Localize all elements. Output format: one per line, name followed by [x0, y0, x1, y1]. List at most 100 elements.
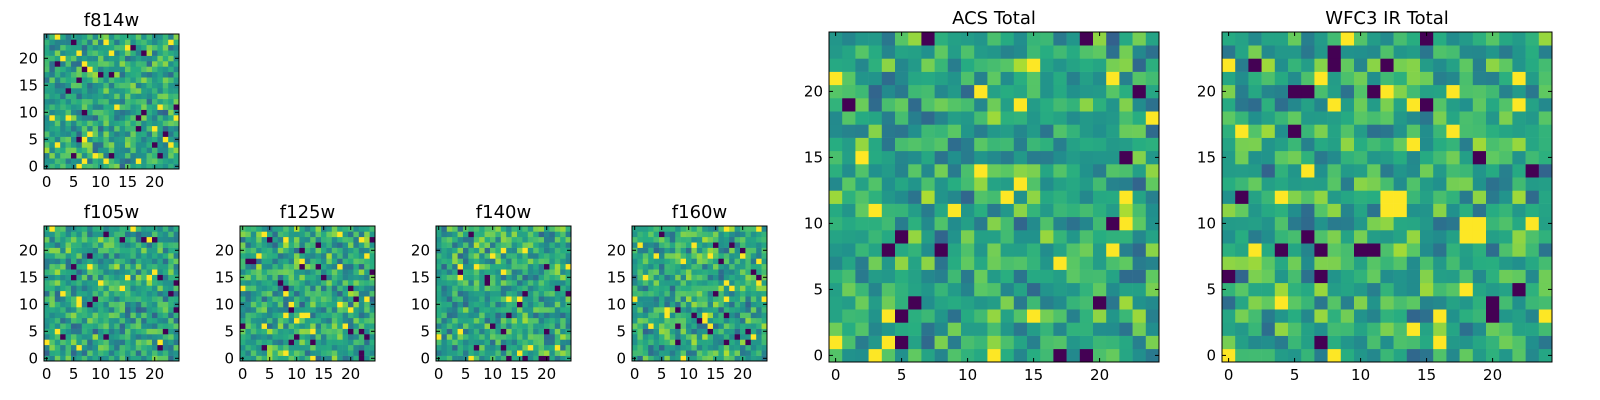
- heatmap-cell: [141, 317, 147, 324]
- heatmap-cell: [675, 290, 681, 297]
- heatmap-cell: [87, 344, 93, 351]
- heatmap-cell: [146, 104, 153, 110]
- heatmap-cell: [500, 323, 507, 329]
- heatmap-cell: [173, 77, 180, 83]
- heatmap-cell: [637, 334, 644, 340]
- heatmap-cell: [98, 98, 104, 105]
- heatmap-cell: [162, 269, 169, 275]
- heatmap-cell: [173, 34, 180, 40]
- heatmap-cell: [734, 350, 741, 356]
- heatmap-cell: [108, 301, 115, 308]
- x-tick-label: 10: [287, 365, 306, 383]
- heatmap-cell: [446, 296, 453, 302]
- heatmap-cell: [1027, 150, 1041, 165]
- heatmap-cell: [829, 296, 843, 310]
- heatmap-cell: [544, 258, 550, 265]
- heatmap-cell: [457, 339, 464, 346]
- heatmap-cell: [103, 152, 110, 159]
- heatmap-cell: [457, 269, 464, 275]
- heatmap-cell: [659, 350, 665, 356]
- heatmap-cell: [119, 39, 126, 46]
- heatmap-cell: [1027, 309, 1041, 323]
- heatmap-cell: [277, 290, 284, 297]
- heatmap-cell: [315, 339, 322, 346]
- heatmap-cell: [1538, 190, 1553, 204]
- heatmap-cell: [734, 263, 741, 270]
- heatmap-cell: [331, 296, 338, 302]
- heatmap-cell: [527, 350, 534, 356]
- heatmap-cell: [92, 104, 99, 110]
- heatmap-cell: [81, 285, 88, 292]
- heatmap-cell: [506, 312, 512, 319]
- heatmap-cell: [168, 120, 174, 127]
- heatmap-cell: [446, 323, 453, 329]
- heatmap-cell: [495, 269, 502, 275]
- heatmap-cell: [533, 247, 539, 254]
- heatmap-cell: [1538, 45, 1553, 59]
- heatmap-cell: [135, 263, 142, 270]
- heatmap-cell: [934, 203, 949, 218]
- heatmap-cell: [315, 344, 322, 351]
- heatmap-cell: [92, 339, 99, 346]
- heatmap-cell: [436, 344, 442, 351]
- heatmap-cell: [686, 258, 692, 265]
- heatmap-cell: [702, 339, 708, 346]
- heatmap-cell: [157, 136, 164, 143]
- heatmap-cell: [554, 231, 561, 238]
- heatmap-cell: [98, 142, 104, 148]
- heatmap-cell: [157, 125, 164, 132]
- heatmap-cell: [1486, 296, 1500, 310]
- heatmap-cell: [310, 274, 316, 281]
- heatmap-cell: [114, 285, 120, 292]
- heatmap-cell: [60, 296, 66, 302]
- heatmap-cell: [44, 242, 50, 248]
- heatmap-cell: [272, 236, 279, 243]
- heatmap-cell: [446, 339, 453, 346]
- heatmap-cell: [756, 328, 762, 335]
- heatmap-cell: [54, 274, 61, 281]
- heatmap-cell: [71, 312, 77, 319]
- heatmap-cell: [1512, 309, 1526, 323]
- heatmap-cell: [98, 152, 104, 159]
- heatmap-cell: [245, 290, 252, 297]
- heatmap-cell: [1119, 150, 1133, 165]
- heatmap-cell: [718, 290, 725, 297]
- heatmap-cell: [549, 285, 556, 292]
- heatmap-cell: [1486, 32, 1500, 46]
- heatmap-cell: [1274, 164, 1289, 178]
- heatmap-cell: [495, 274, 502, 281]
- heatmap-cell: [1340, 45, 1355, 59]
- heatmap-cell: [92, 226, 99, 232]
- heatmap-cell: [299, 323, 306, 329]
- heatmap-cell: [44, 158, 50, 164]
- heatmap-cell: [565, 231, 572, 238]
- heatmap-cell: [506, 226, 512, 232]
- heatmap-cell: [500, 247, 507, 254]
- heatmap-cell: [119, 50, 126, 56]
- heatmap-cell: [842, 32, 856, 46]
- heatmap-cell: [44, 44, 50, 51]
- heatmap-cell: [44, 231, 50, 238]
- heatmap-cell: [277, 328, 284, 335]
- heatmap-cell: [54, 82, 61, 89]
- heatmap-cell: [734, 280, 741, 286]
- heatmap-cell: [315, 296, 322, 302]
- heatmap-cell: [441, 269, 448, 275]
- heatmap-cell: [125, 55, 131, 62]
- heatmap-cell: [162, 125, 169, 132]
- heatmap-cell: [353, 258, 360, 265]
- heatmap-cell: [141, 323, 147, 329]
- heatmap-cell: [81, 98, 88, 105]
- heatmap-cell: [103, 317, 110, 324]
- heatmap-cell: [473, 269, 480, 275]
- heatmap-cell: [119, 71, 126, 78]
- heatmap-cell: [141, 77, 147, 83]
- heatmap-cell: [65, 82, 72, 89]
- heatmap-cell: [934, 296, 949, 310]
- heatmap-cell: [283, 290, 289, 297]
- heatmap-cell: [364, 280, 370, 286]
- heatmap-cell: [162, 344, 169, 351]
- heatmap-cell: [272, 280, 279, 286]
- heatmap-cell: [473, 350, 480, 356]
- heatmap-cell: [342, 307, 349, 313]
